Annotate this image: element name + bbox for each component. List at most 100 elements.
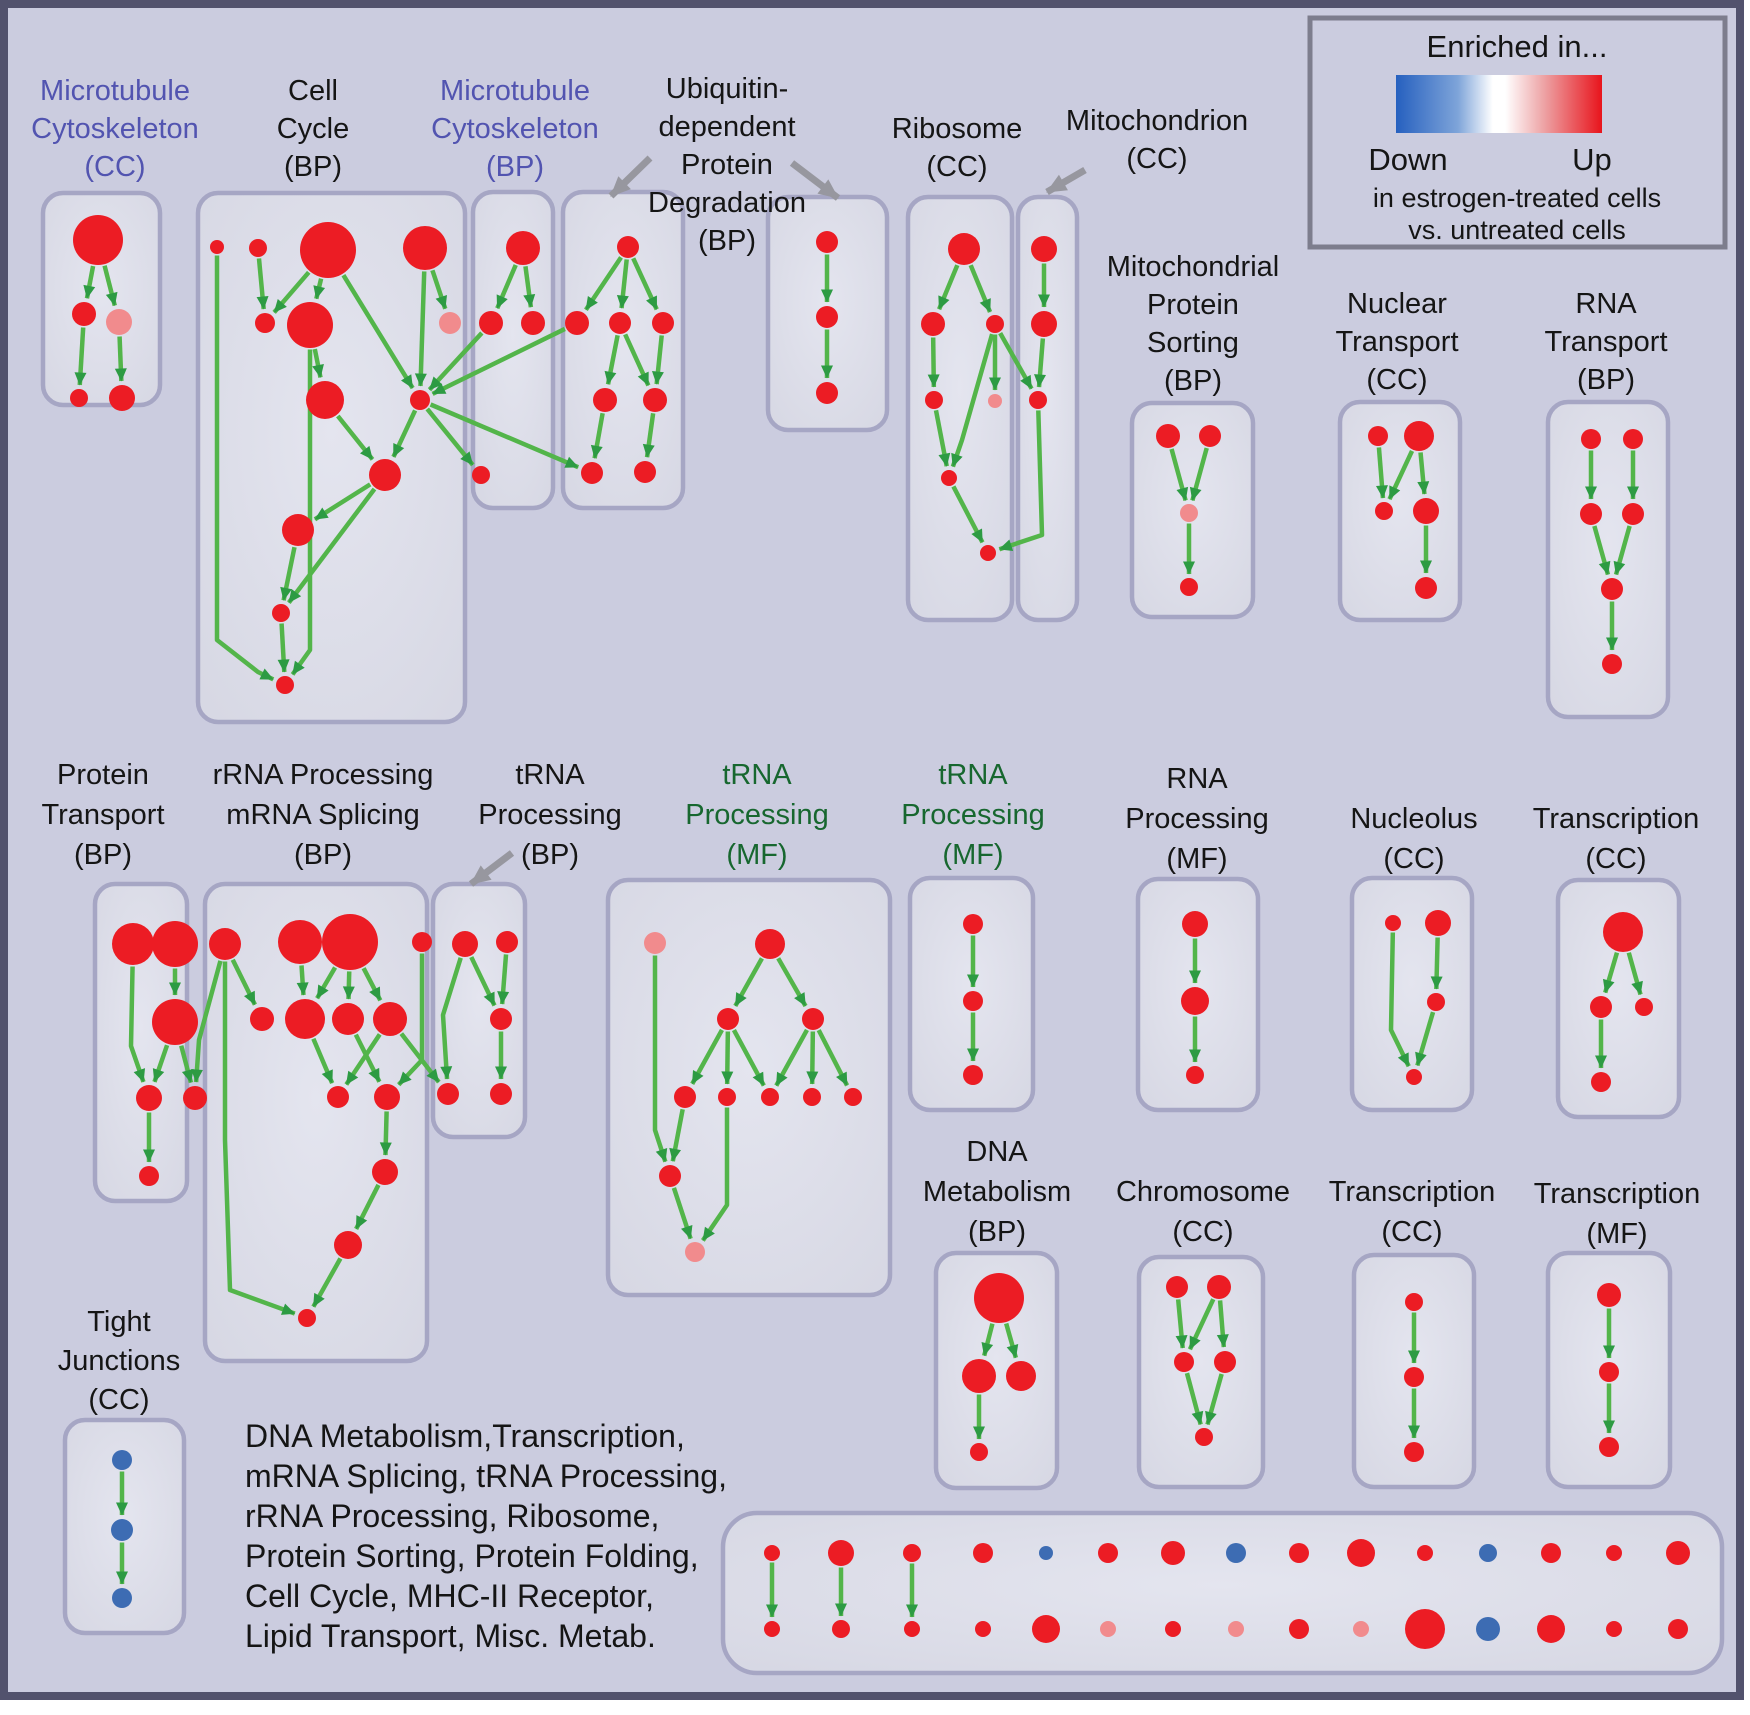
edge xyxy=(313,482,372,522)
edge xyxy=(1216,1300,1229,1348)
edge xyxy=(1613,525,1632,576)
go-term-node xyxy=(112,1450,132,1470)
footnote-term-list: DNA Metabolism,Transcription, mRNA Splici… xyxy=(245,1418,727,1654)
cluster-box-rna-transport-bp xyxy=(1545,399,1671,720)
edge xyxy=(1205,1373,1224,1426)
go-term-node xyxy=(828,1540,854,1566)
go-term-node xyxy=(1405,1609,1445,1649)
go-term-node xyxy=(521,311,545,335)
edge xyxy=(1592,525,1611,576)
edge xyxy=(114,336,127,382)
cluster-label-microtubule-cytoskeleton-cc: Microtubule xyxy=(40,75,190,107)
cluster-label-protein-transport-bp: (BP) xyxy=(74,839,132,871)
edge xyxy=(1169,448,1189,502)
label-pointer-arrow xyxy=(789,160,841,201)
go-term-node xyxy=(1668,1619,1688,1639)
go-term-node xyxy=(941,470,957,486)
edge xyxy=(1417,452,1430,495)
go-term-node xyxy=(139,1166,159,1186)
go-term-node xyxy=(70,389,88,407)
go-term-node xyxy=(1601,578,1623,600)
edge xyxy=(1189,447,1209,502)
cluster-label-trna-processing-mf-2: (MF) xyxy=(942,839,1003,871)
go-term-node xyxy=(1602,654,1622,674)
go-term-node xyxy=(1479,1544,1497,1562)
go-term-node xyxy=(1537,1615,1565,1643)
go-term-node xyxy=(1599,1362,1619,1382)
go-term-node xyxy=(278,920,322,964)
cluster-label-cell-cycle-bp: Cell xyxy=(288,75,338,107)
go-term-node xyxy=(1406,1069,1422,1085)
go-term-node xyxy=(327,1086,349,1108)
go-term-node xyxy=(372,1159,398,1185)
go-term-node xyxy=(644,932,666,954)
edge xyxy=(951,485,985,544)
edge xyxy=(344,1033,382,1086)
edge xyxy=(816,1029,850,1087)
cluster-label-microtubule-cytoskeleton-bp: Microtubule xyxy=(440,75,590,107)
edge xyxy=(379,1111,392,1156)
edge xyxy=(341,273,415,390)
edge xyxy=(311,1257,343,1308)
edge xyxy=(642,413,656,458)
go-term-node xyxy=(1404,1442,1424,1462)
go-term-node xyxy=(970,1443,988,1461)
cluster-label-trna-processing-mf-1: (MF) xyxy=(726,839,787,871)
go-term-node xyxy=(1405,1293,1423,1311)
edge xyxy=(933,409,951,467)
edge xyxy=(669,1108,685,1162)
go-term-node xyxy=(152,999,198,1045)
go-term-node xyxy=(369,459,401,491)
edge xyxy=(222,961,296,1316)
cluster-label-rna-processing-mf: Processing xyxy=(1125,803,1268,835)
cluster-label-dna-metabolism-bp: Metabolism xyxy=(923,1176,1071,1208)
go-term-node xyxy=(816,306,838,328)
cluster-labels: Microtubule Cytoskeleton (CC) Cell Cycle (BP)… xyxy=(31,73,1700,1416)
go-term-node xyxy=(1181,987,1209,1015)
go-term-node xyxy=(1606,1621,1622,1637)
edge xyxy=(230,958,257,1006)
cluster-label-mitochondrial-protein-sorting-bp: Sorting xyxy=(1147,327,1239,359)
cluster-label-rna-transport-bp: (BP) xyxy=(1577,364,1635,396)
go-term-node xyxy=(1603,912,1643,952)
go-term-node xyxy=(925,391,943,409)
cluster-label-transcription-mf: (MF) xyxy=(1586,1218,1647,1250)
go-term-node xyxy=(250,1007,274,1031)
nodes xyxy=(70,215,1690,1649)
edge xyxy=(272,270,311,314)
go-term-node xyxy=(272,604,290,622)
go-term-node xyxy=(479,311,503,335)
cluster-label-tight-junctions-cc: Tight xyxy=(87,1306,150,1338)
edge xyxy=(616,259,629,309)
go-term-node xyxy=(1622,503,1644,525)
go-term-node xyxy=(1228,1621,1244,1637)
go-term-node xyxy=(1039,1546,1053,1560)
go-term-node xyxy=(974,1273,1024,1323)
edge xyxy=(83,265,96,299)
edge xyxy=(721,1031,734,1085)
edge xyxy=(774,1028,809,1087)
edge xyxy=(152,1044,170,1083)
go-term-node xyxy=(334,1231,362,1259)
edge xyxy=(731,1028,766,1087)
cluster-label-trna-processing-bp: tRNA xyxy=(515,759,585,791)
cluster-label-chromosome-cc: (CC) xyxy=(1172,1216,1233,1248)
go-term-node xyxy=(903,1544,921,1562)
go-term-node xyxy=(717,1008,739,1030)
go-term-node xyxy=(306,381,344,419)
edge xyxy=(776,957,808,1008)
edge xyxy=(937,264,960,311)
go-term-node xyxy=(1180,504,1198,522)
cluster-label-ubiquitin-degradation-bp-1: Ubiquitin- xyxy=(666,73,789,105)
legend: Enriched in... Down Up in estrogen-treated … xyxy=(1307,15,1728,250)
go-term-node xyxy=(988,394,1002,408)
cluster-label-trna-processing-mf-2: Processing xyxy=(901,799,1044,831)
cluster-label-rna-transport-bp: RNA xyxy=(1575,288,1637,320)
edge xyxy=(1602,951,1620,994)
go-term-node xyxy=(1353,1621,1369,1637)
go-term-node xyxy=(276,676,294,694)
edge xyxy=(1430,937,1443,990)
go-term-node xyxy=(1404,421,1434,451)
cluster-label-ubiquitin-degradation-bp-1: (BP) xyxy=(698,225,756,257)
